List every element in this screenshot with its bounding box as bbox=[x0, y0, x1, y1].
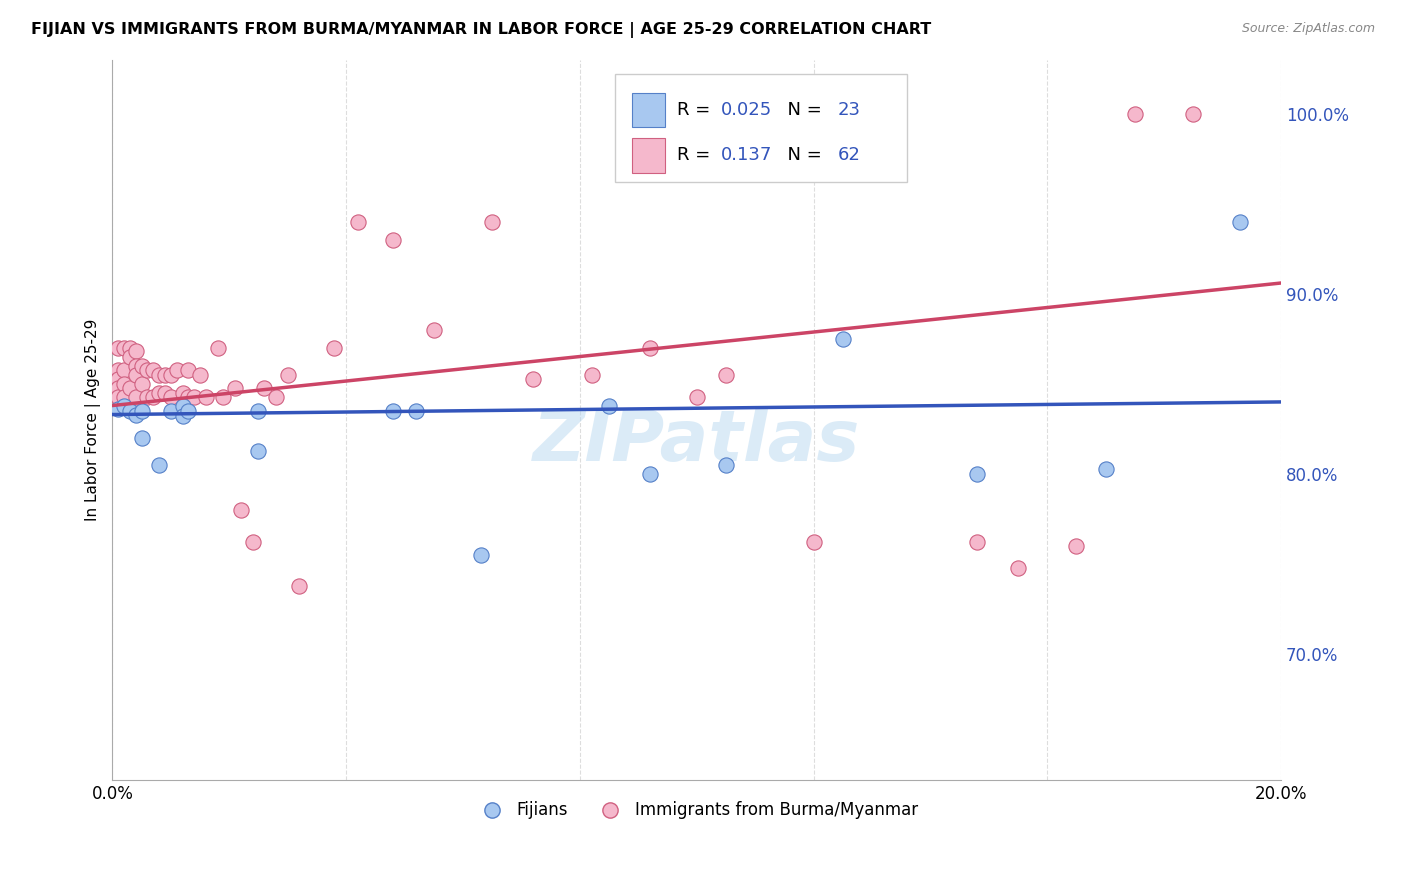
Point bbox=[405, 404, 427, 418]
Point bbox=[118, 404, 141, 418]
Point bbox=[598, 399, 620, 413]
Point bbox=[423, 323, 446, 337]
Text: 62: 62 bbox=[838, 146, 860, 164]
Point bbox=[346, 215, 368, 229]
Point bbox=[160, 368, 183, 382]
Point bbox=[107, 371, 129, 385]
Point bbox=[136, 362, 159, 376]
Point bbox=[1123, 106, 1146, 120]
Point bbox=[1182, 106, 1205, 120]
Point bbox=[112, 362, 135, 376]
Point bbox=[1007, 560, 1029, 574]
Point bbox=[714, 368, 737, 382]
Point bbox=[107, 402, 129, 417]
Point bbox=[714, 458, 737, 472]
Point bbox=[125, 368, 148, 382]
Point bbox=[803, 535, 825, 549]
Point bbox=[125, 408, 148, 422]
Point bbox=[177, 404, 200, 418]
Point bbox=[224, 380, 246, 394]
Point bbox=[381, 404, 404, 418]
Point bbox=[207, 341, 229, 355]
FancyBboxPatch shape bbox=[633, 93, 665, 128]
Point bbox=[288, 579, 311, 593]
Legend: Fijians, Immigrants from Burma/Myanmar: Fijians, Immigrants from Burma/Myanmar bbox=[468, 795, 925, 826]
Point bbox=[966, 535, 988, 549]
Point bbox=[1229, 215, 1251, 229]
Point bbox=[638, 341, 661, 355]
Text: R =: R = bbox=[676, 101, 716, 119]
Point bbox=[142, 362, 165, 376]
Point bbox=[125, 359, 148, 373]
Point bbox=[1094, 461, 1116, 475]
Point bbox=[160, 404, 183, 418]
Point bbox=[112, 376, 135, 391]
Point bbox=[112, 341, 135, 355]
Point bbox=[581, 368, 603, 382]
Point bbox=[1066, 539, 1088, 553]
Point bbox=[107, 380, 129, 394]
Point bbox=[107, 390, 129, 404]
Point bbox=[136, 390, 159, 404]
Text: Source: ZipAtlas.com: Source: ZipAtlas.com bbox=[1241, 22, 1375, 36]
Text: N =: N = bbox=[776, 146, 828, 164]
Point bbox=[131, 376, 153, 391]
Point bbox=[107, 362, 129, 376]
Point bbox=[112, 390, 135, 404]
Point bbox=[247, 404, 270, 418]
Point bbox=[470, 548, 492, 562]
Point bbox=[277, 368, 299, 382]
Point bbox=[125, 344, 148, 359]
Point bbox=[253, 380, 276, 394]
FancyBboxPatch shape bbox=[633, 138, 665, 173]
Point bbox=[166, 362, 188, 376]
Text: 0.137: 0.137 bbox=[721, 146, 773, 164]
Point bbox=[142, 390, 165, 404]
Point bbox=[177, 362, 200, 376]
Point bbox=[153, 385, 176, 400]
Point bbox=[229, 503, 252, 517]
Point bbox=[177, 390, 200, 404]
Point bbox=[264, 390, 287, 404]
Point bbox=[212, 390, 235, 404]
Point bbox=[172, 399, 194, 413]
Point bbox=[118, 380, 141, 394]
Point bbox=[966, 467, 988, 481]
Point bbox=[131, 359, 153, 373]
Point bbox=[153, 368, 176, 382]
Point bbox=[481, 215, 503, 229]
Text: FIJIAN VS IMMIGRANTS FROM BURMA/MYANMAR IN LABOR FORCE | AGE 25-29 CORRELATION C: FIJIAN VS IMMIGRANTS FROM BURMA/MYANMAR … bbox=[31, 22, 931, 38]
Point bbox=[118, 341, 141, 355]
Point bbox=[148, 458, 170, 472]
Point bbox=[148, 385, 170, 400]
Point bbox=[686, 390, 709, 404]
Point bbox=[638, 467, 661, 481]
Point bbox=[194, 390, 217, 404]
Point bbox=[148, 368, 170, 382]
Point bbox=[381, 233, 404, 247]
Point bbox=[131, 431, 153, 445]
Text: 23: 23 bbox=[838, 101, 860, 119]
Point bbox=[131, 404, 153, 418]
Point bbox=[323, 341, 346, 355]
Text: 0.025: 0.025 bbox=[721, 101, 772, 119]
Point bbox=[247, 443, 270, 458]
Point bbox=[160, 390, 183, 404]
Text: R =: R = bbox=[676, 146, 721, 164]
Point bbox=[188, 368, 211, 382]
Text: ZIPatlas: ZIPatlas bbox=[533, 407, 860, 476]
Point bbox=[125, 390, 148, 404]
Point bbox=[831, 332, 853, 346]
Point bbox=[242, 535, 264, 549]
Point bbox=[522, 371, 544, 385]
Point bbox=[112, 399, 135, 413]
Y-axis label: In Labor Force | Age 25-29: In Labor Force | Age 25-29 bbox=[86, 318, 101, 521]
Point bbox=[172, 409, 194, 424]
Point bbox=[183, 390, 205, 404]
Point bbox=[107, 341, 129, 355]
Point bbox=[172, 385, 194, 400]
Point bbox=[118, 350, 141, 364]
FancyBboxPatch shape bbox=[614, 74, 907, 182]
Text: N =: N = bbox=[776, 101, 828, 119]
